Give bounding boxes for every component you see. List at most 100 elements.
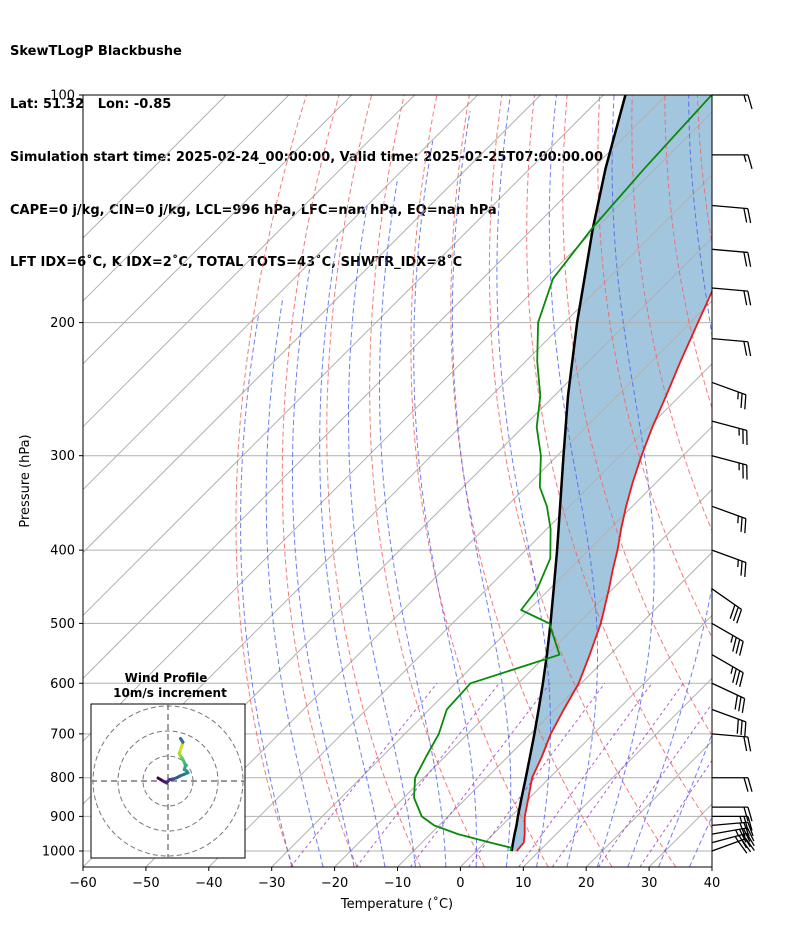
cin-shaded-area: [511, 95, 712, 851]
moist-adiabat-lines: [240, 95, 712, 867]
moist-adiabat: [496, 95, 551, 867]
temperature-line: [516, 289, 712, 852]
dry-adiabat: [562, 95, 712, 737]
isotherm-line: [145, 300, 712, 867]
moist-adiabat: [265, 296, 324, 867]
dry-adiabat: [730, 95, 794, 867]
dewpoint-line: [413, 95, 712, 852]
x-axis-label: Temperature (˚C): [340, 896, 453, 912]
wind-barb: [712, 94, 753, 110]
wind-barb: [711, 505, 747, 534]
wind-barb: [711, 588, 743, 624]
isotherm-line: [83, 95, 541, 554]
isotherm-line: [522, 677, 712, 867]
dry-adiabat: [763, 95, 794, 867]
station-coordinates: Lat: 51.32 Lon: -0.85: [10, 96, 172, 112]
isotherm-line: [83, 95, 227, 239]
mixing-ratio-lines: [290, 682, 712, 867]
isotherm-line: [83, 95, 353, 365]
x-tick-label: −10: [384, 876, 411, 891]
wind-barb: [711, 337, 752, 357]
y-axis-label: Pressure (hPa): [18, 434, 33, 527]
isotherm-line: [397, 551, 712, 867]
mixing-ratio-line: [468, 683, 606, 867]
isotherm-line: [83, 95, 416, 428]
wind-barb: [712, 815, 753, 831]
moist-adiabat: [413, 140, 477, 867]
mixing-ratio-line: [518, 683, 653, 867]
moist-adiabat: [348, 205, 416, 867]
moist-adiabat: [627, 95, 712, 867]
x-tick-label: 40: [704, 876, 721, 891]
y-tick-label: 900: [50, 810, 75, 825]
y-tick-label: 800: [50, 771, 75, 786]
moist-adiabat: [596, 95, 655, 867]
wind-barbs: [711, 94, 755, 854]
mixing-ratio-line: [597, 702, 712, 867]
moist-adiabat: [451, 110, 512, 867]
simulation-times: Simulation start time: 2025-02-24_00:00:…: [10, 149, 603, 165]
dry-adiabat: [450, 95, 613, 867]
y-tick-label: 300: [50, 449, 75, 464]
dry-adiabat: [410, 95, 549, 867]
axes-ticks: −60 −50 −40 −30 −20 −10 0 10 20 30 40 100 200 300 400 5…: [42, 89, 720, 892]
isotherm-line: [83, 95, 667, 680]
y-tick-label: 400: [50, 544, 75, 559]
hodograph-title: Wind Profile: [125, 671, 208, 685]
wind-barb: [712, 806, 753, 822]
mixing-ratio-line: [355, 682, 500, 867]
chart-title: SkewTLogP Blackbushe: [10, 44, 182, 60]
wind-barb: [711, 420, 748, 445]
wind-barb: [711, 832, 755, 849]
x-tick-label: −40: [195, 876, 222, 891]
profile-series: [413, 95, 712, 852]
moist-adiabat: [319, 238, 386, 867]
y-tick-label: 500: [50, 617, 75, 632]
x-tick-label: −20: [321, 876, 348, 891]
isotherm-line: [83, 95, 478, 491]
wind-barb: [712, 154, 753, 170]
dry-adiabat: [631, 95, 712, 532]
isotherm-grid: [83, 95, 712, 867]
wind-barb: [711, 455, 748, 480]
moist-adiabat: [240, 314, 293, 867]
y-tick-label: 700: [50, 727, 75, 742]
hodograph-subtitle: 10m/s increment: [113, 686, 227, 700]
mixing-ratio-line: [290, 682, 438, 867]
stability-indices-1: CAPE=0 j/kg, CIN=0 j/kg, LCL=996 hPa, LF…: [10, 202, 497, 218]
dry-adiabat: [696, 95, 712, 246]
wind-barb: [711, 287, 752, 306]
wind-barb: [711, 821, 754, 837]
x-tick-label: −30: [258, 876, 285, 891]
moist-adiabat: [658, 733, 712, 867]
x-tick-label: 0: [456, 876, 464, 891]
cin-fill-layer: [511, 95, 712, 851]
y-tick-label: 1000: [42, 844, 75, 859]
x-tick-label: 10: [515, 876, 532, 891]
wind-barb: [711, 204, 752, 224]
wind-barb: [711, 549, 747, 578]
isotherm-line: [83, 111, 712, 742]
wind-barb: [711, 708, 747, 737]
x-tick-label: −50: [132, 876, 159, 891]
moist-adiabat: [292, 269, 355, 867]
x-tick-label: −60: [69, 876, 96, 891]
isotherm-line: [334, 488, 712, 867]
x-tick-label: 20: [578, 876, 595, 891]
y-tick-label: 600: [50, 677, 75, 692]
hodograph-segment: [179, 737, 185, 744]
dry-adiabat: [488, 95, 677, 867]
wind-barb: [711, 733, 752, 752]
dry-adiabat-lines: [235, 95, 794, 867]
isotherm-line: [83, 95, 604, 617]
wind-barb: [712, 777, 753, 792]
dry-adiabat: [326, 95, 422, 867]
moist-adiabat: [548, 95, 598, 867]
stability-indices-2: LFT IDX=6˚C, K IDX=2˚C, TOTAL TOTS=43˚C,…: [10, 255, 463, 271]
mixing-ratio-line: [409, 682, 551, 867]
moist-adiabat: [379, 181, 447, 867]
wind-barb: [711, 381, 747, 410]
parcel-profile-line: [510, 95, 627, 852]
